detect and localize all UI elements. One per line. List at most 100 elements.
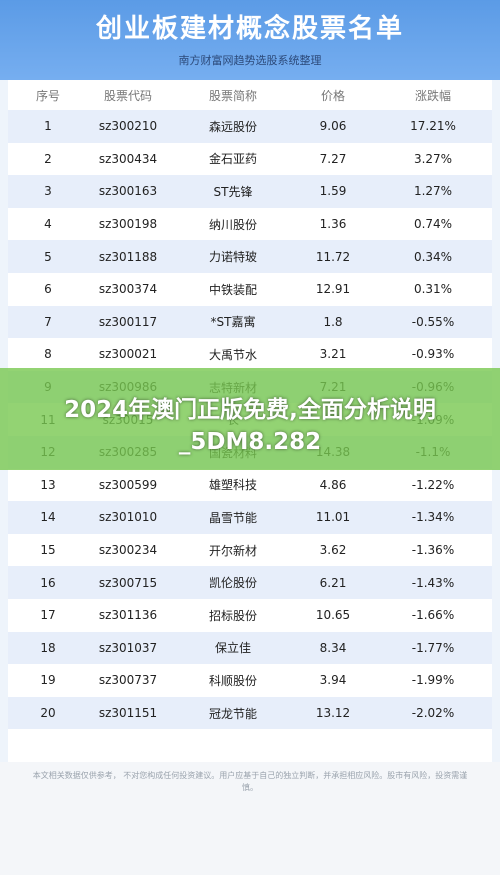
row-price: 1.8 xyxy=(323,314,343,329)
row-code: sz301188 xyxy=(98,249,158,264)
row-name: 森远股份 xyxy=(208,119,257,134)
row-price: 7.27 xyxy=(319,151,347,166)
table-row: 7 sz300117 *ST嘉寓 1.8 -0.55% xyxy=(8,305,492,339)
row-code: sz300234 xyxy=(98,543,158,558)
table-row: 2 sz300434 金石亚药 7.27 3.27% xyxy=(8,143,492,176)
row-price: 12.91 xyxy=(315,282,351,297)
row-index: 7 xyxy=(44,314,52,329)
row-index: 13 xyxy=(40,477,56,492)
row-index: 2 xyxy=(44,151,52,166)
table-row: 14 sz301010 晶雪节能 11.01 -1.34% xyxy=(8,501,492,534)
row-change: -0.55% xyxy=(411,314,455,329)
row-price: 1.59 xyxy=(319,184,347,199)
row-price: 11.72 xyxy=(315,249,351,264)
row-change: 3.27% xyxy=(413,151,453,166)
watermark-banner: 2024年澳门正版免费,全面分析说明_5DM8.282 xyxy=(0,368,500,470)
row-change: -1.77% xyxy=(411,640,455,655)
column-header-index: 序号 xyxy=(35,88,60,103)
row-price: 13.12 xyxy=(315,706,351,721)
row-code: sz300599 xyxy=(98,477,158,492)
row-price: 6.21 xyxy=(319,575,347,590)
row-name: 开尔新材 xyxy=(208,543,257,558)
row-name: 晶雪节能 xyxy=(208,510,257,525)
row-name: 力诺特玻 xyxy=(208,250,257,265)
table-row: 17 sz301136 招标股份 10.65 -1.66% xyxy=(8,599,492,632)
row-price: 4.86 xyxy=(319,477,347,492)
row-price: 10.65 xyxy=(315,608,351,623)
row-change: -1.34% xyxy=(411,510,455,525)
page-subtitle: 南方财富网趋势选股系统整理 xyxy=(178,54,322,67)
row-code: sz300374 xyxy=(98,282,158,297)
row-index: 20 xyxy=(40,706,56,721)
table-row: 3 sz300163 ST先锋 1.59 1.27% xyxy=(8,175,492,208)
row-code: sz300715 xyxy=(98,575,158,590)
row-price: 8.34 xyxy=(319,640,347,655)
row-change: -1.66% xyxy=(411,608,455,623)
row-name: 金石亚药 xyxy=(208,152,257,167)
row-price: 1.36 xyxy=(319,217,347,232)
row-name: 中铁装配 xyxy=(208,282,257,297)
table-row: 6 sz300374 中铁装配 12.91 0.31% xyxy=(8,273,492,306)
table-row: 8 sz300021 大禹节水 3.21 -0.93% xyxy=(8,338,492,371)
row-code: sz301037 xyxy=(98,640,158,655)
watermark-text: 2024年澳门正版免费,全面分析说明_5DM8.282 xyxy=(64,397,436,455)
row-name: 科顺股份 xyxy=(208,673,257,688)
row-price: 11.01 xyxy=(315,510,351,525)
table-row: 19 sz300737 科顺股份 3.94 -1.99% xyxy=(8,664,492,697)
row-price: 9.06 xyxy=(319,119,347,134)
row-name: 冠龙节能 xyxy=(208,706,257,721)
row-change: 1.27% xyxy=(413,184,453,199)
column-header-price: 价格 xyxy=(320,88,345,103)
row-index: 15 xyxy=(40,543,56,558)
row-index: 6 xyxy=(44,282,52,297)
row-price: 3.21 xyxy=(319,347,347,362)
row-change: 0.74% xyxy=(413,217,453,232)
row-code: sz301136 xyxy=(98,608,158,623)
row-change: 17.21% xyxy=(410,119,456,134)
table-row: 1 sz300210 森远股份 9.06 17.21% xyxy=(8,110,492,143)
row-name: 纳川股份 xyxy=(208,217,257,232)
row-code: sz301010 xyxy=(98,510,158,525)
row-code: sz300210 xyxy=(98,119,158,134)
footer: 本文相关数据仅供参考， 不对您构成任何投资建议。用户应基于自己的独立判断，并承担… xyxy=(0,762,500,875)
row-index: 16 xyxy=(40,575,56,590)
column-header-change: 涨跌幅 xyxy=(414,88,451,103)
row-change: -1.99% xyxy=(411,673,455,688)
row-name: 招标股份 xyxy=(208,608,257,623)
row-name: 大禹节水 xyxy=(208,347,257,362)
table-row: 18 sz301037 保立佳 8.34 -1.77% xyxy=(8,631,492,665)
row-index: 1 xyxy=(44,119,52,134)
row-code: sz300117 xyxy=(98,314,158,329)
row-change: -1.36% xyxy=(411,543,455,558)
row-name: 凯伦股份 xyxy=(208,576,257,591)
row-change: -1.43% xyxy=(411,575,455,590)
row-index: 17 xyxy=(40,608,56,623)
row-code: sz301151 xyxy=(98,706,158,721)
row-index: 4 xyxy=(44,217,52,232)
row-index: 19 xyxy=(40,673,56,688)
row-change: -2.02% xyxy=(411,706,455,721)
row-index: 18 xyxy=(40,640,56,655)
row-name: 保立佳 xyxy=(214,641,251,656)
table-row: 13 sz300599 雄塑科技 4.86 -1.22% xyxy=(8,469,492,502)
row-change: -0.93% xyxy=(411,347,455,362)
header-banner: 创业板建材概念股票名单 南方财富网趋势选股系统整理 xyxy=(0,0,500,80)
row-index: 14 xyxy=(40,510,56,525)
row-index: 5 xyxy=(44,249,52,264)
table-row: 16 sz300715 凯伦股份 6.21 -1.43% xyxy=(8,566,492,599)
row-change: -1.22% xyxy=(411,477,455,492)
row-code: sz300021 xyxy=(98,347,158,362)
page-title: 创业板建材概念股票名单 xyxy=(95,14,404,44)
row-price: 3.94 xyxy=(319,673,347,688)
row-code: sz300163 xyxy=(98,184,158,199)
table-row: 5 sz301188 力诺特玻 11.72 0.34% xyxy=(8,240,492,273)
row-index: 3 xyxy=(44,184,52,199)
disclaimer-text: 本文相关数据仅供参考， 不对您构成任何投资建议。用户应基于自己的独立判断，并承担… xyxy=(32,771,468,792)
row-price: 3.62 xyxy=(319,543,347,558)
row-code: sz300198 xyxy=(98,217,158,232)
table-row: 4 sz300198 纳川股份 1.36 0.74% xyxy=(8,208,492,241)
table-row: 15 sz300234 开尔新材 3.62 -1.36% xyxy=(8,534,492,567)
row-name: 雄塑科技 xyxy=(208,478,257,493)
row-name: ST先锋 xyxy=(213,184,253,199)
row-code: sz300434 xyxy=(98,151,158,166)
